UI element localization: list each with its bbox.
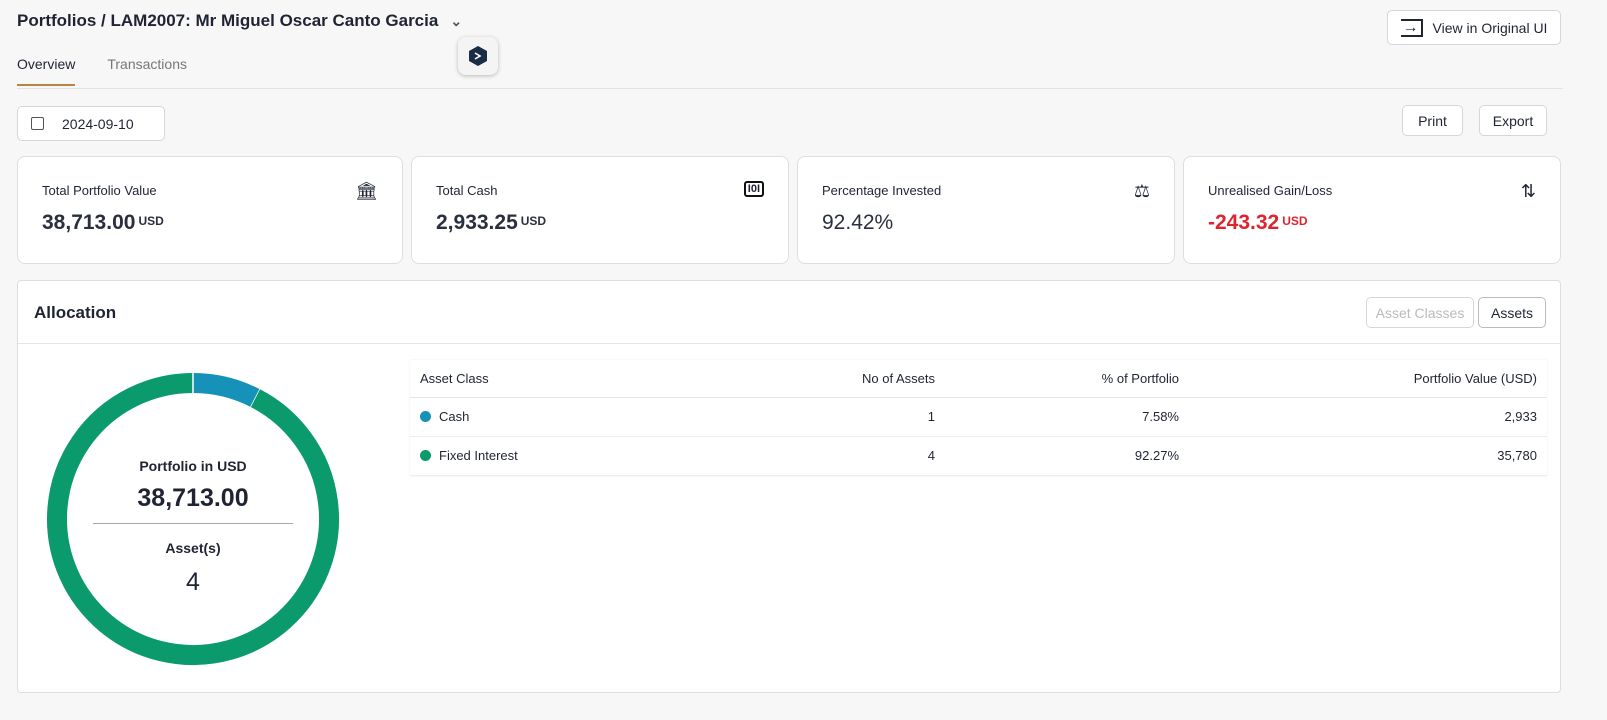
- view-original-label: View in Original UI: [1432, 19, 1548, 36]
- title-text: Portfolios / LAM2007: Mr Miguel Oscar Ca…: [17, 11, 439, 30]
- asset-classes-toggle[interactable]: Asset Classes: [1366, 297, 1474, 328]
- kpi-value: 2,933.25 USD: [436, 211, 546, 235]
- unit: USD: [1282, 214, 1308, 228]
- allocation-table: Asset Class No of Assets % of Portfolio …: [410, 360, 1547, 476]
- value: 2,933.25: [436, 211, 518, 234]
- calendar-icon: [31, 117, 44, 130]
- divider: [18, 343, 1560, 344]
- donut-slice-cash[interactable]: [192, 373, 261, 408]
- kpi-label: Unrealised Gain/Loss: [1208, 183, 1333, 198]
- asset-count: 4: [665, 436, 945, 476]
- allocation-donut: [47, 372, 339, 665]
- table-header: Asset Class No of Assets % of Portfolio …: [410, 360, 1547, 398]
- table-row[interactable]: Fixed Interest 4 92.27% 35,780: [410, 436, 1547, 476]
- kpi-value: 38,713.00 USD: [42, 211, 164, 235]
- extension-icon[interactable]: [458, 37, 498, 75]
- asset-pct: 7.58%: [945, 397, 1189, 437]
- assets-toggle[interactable]: Assets: [1478, 297, 1546, 328]
- kpi-total-portfolio-value: Total Portfolio Value 38,713.00 USD 🏛: [17, 156, 403, 264]
- donut-slice-fixed-interest[interactable]: [47, 373, 339, 665]
- tab-transactions[interactable]: Transactions: [107, 56, 187, 72]
- date-value: 2024-09-10: [62, 115, 134, 132]
- divider: [17, 88, 1563, 89]
- kpi-label: Percentage Invested: [822, 183, 942, 198]
- banknote-icon: I0I: [743, 181, 764, 197]
- export-button[interactable]: Export: [1479, 105, 1547, 136]
- allocation-panel: Allocation Asset Classes Assets Portfoli…: [17, 280, 1561, 693]
- kpi-label: Total Portfolio Value: [42, 183, 157, 198]
- col-no-of-assets: No of Assets: [665, 360, 945, 398]
- asset-value: 35,780: [1189, 436, 1547, 476]
- asset-count: 1: [665, 397, 945, 437]
- kpi-label: Total Cash: [436, 183, 498, 198]
- kpi-percentage-invested: Percentage Invested 92.42% ⚖: [797, 156, 1175, 264]
- page-title[interactable]: Portfolios / LAM2007: Mr Miguel Oscar Ca…: [17, 11, 462, 31]
- donut-label: Portfolio in USD: [139, 458, 247, 474]
- value: 38,713.00: [42, 211, 136, 234]
- assets-count: 4: [186, 568, 200, 596]
- kpi-total-cash: Total Cash 2,933.25 USD I0I: [411, 156, 789, 264]
- cash-color-dot: [420, 411, 431, 422]
- kpi-unrealised-gain-loss: Unrealised Gain/Loss -243.32 USD ⇅: [1183, 156, 1561, 264]
- fixed-interest-color-dot: [420, 450, 431, 461]
- asset-class-name: Cash: [439, 409, 470, 424]
- col-asset-class: Asset Class: [410, 360, 665, 398]
- tabs: Overview Transactions: [17, 56, 187, 86]
- chevron-down-icon[interactable]: ⌄: [450, 12, 463, 29]
- bank-icon: 🏛: [355, 181, 378, 201]
- date-picker[interactable]: 2024-09-10: [17, 106, 165, 141]
- scale-icon: ⚖: [1133, 181, 1150, 201]
- donut-center: Portfolio in USD 38,713.00 Asset(s) 4: [93, 458, 293, 597]
- asset-pct: 92.27%: [945, 436, 1189, 476]
- asset-value: 2,933: [1189, 397, 1547, 437]
- col-pct-portfolio: % of Portfolio: [945, 360, 1189, 398]
- donut-value: 38,713.00: [93, 484, 293, 524]
- value: -243.32: [1208, 211, 1280, 234]
- col-portfolio-value: Portfolio Value (USD): [1189, 360, 1547, 398]
- kpi-value: -243.32 USD: [1208, 211, 1308, 235]
- allocation-title: Allocation: [34, 303, 117, 322]
- unit: USD: [138, 214, 164, 228]
- arrows-up-down-icon: ⇅: [1520, 181, 1536, 201]
- asset-class-name: Fixed Interest: [439, 448, 518, 463]
- tab-overview[interactable]: Overview: [17, 56, 76, 86]
- view-original-ui-button[interactable]: → View in Original UI: [1387, 10, 1561, 45]
- unit: USD: [520, 214, 547, 228]
- print-button[interactable]: Print: [1402, 105, 1463, 136]
- enter-icon: →: [1400, 18, 1423, 37]
- kpi-value: 92.42%: [822, 211, 894, 234]
- slice-separator: [249, 388, 262, 409]
- assets-label: Asset(s): [165, 540, 221, 556]
- table-row[interactable]: Cash 1 7.58% 2,933: [410, 397, 1547, 437]
